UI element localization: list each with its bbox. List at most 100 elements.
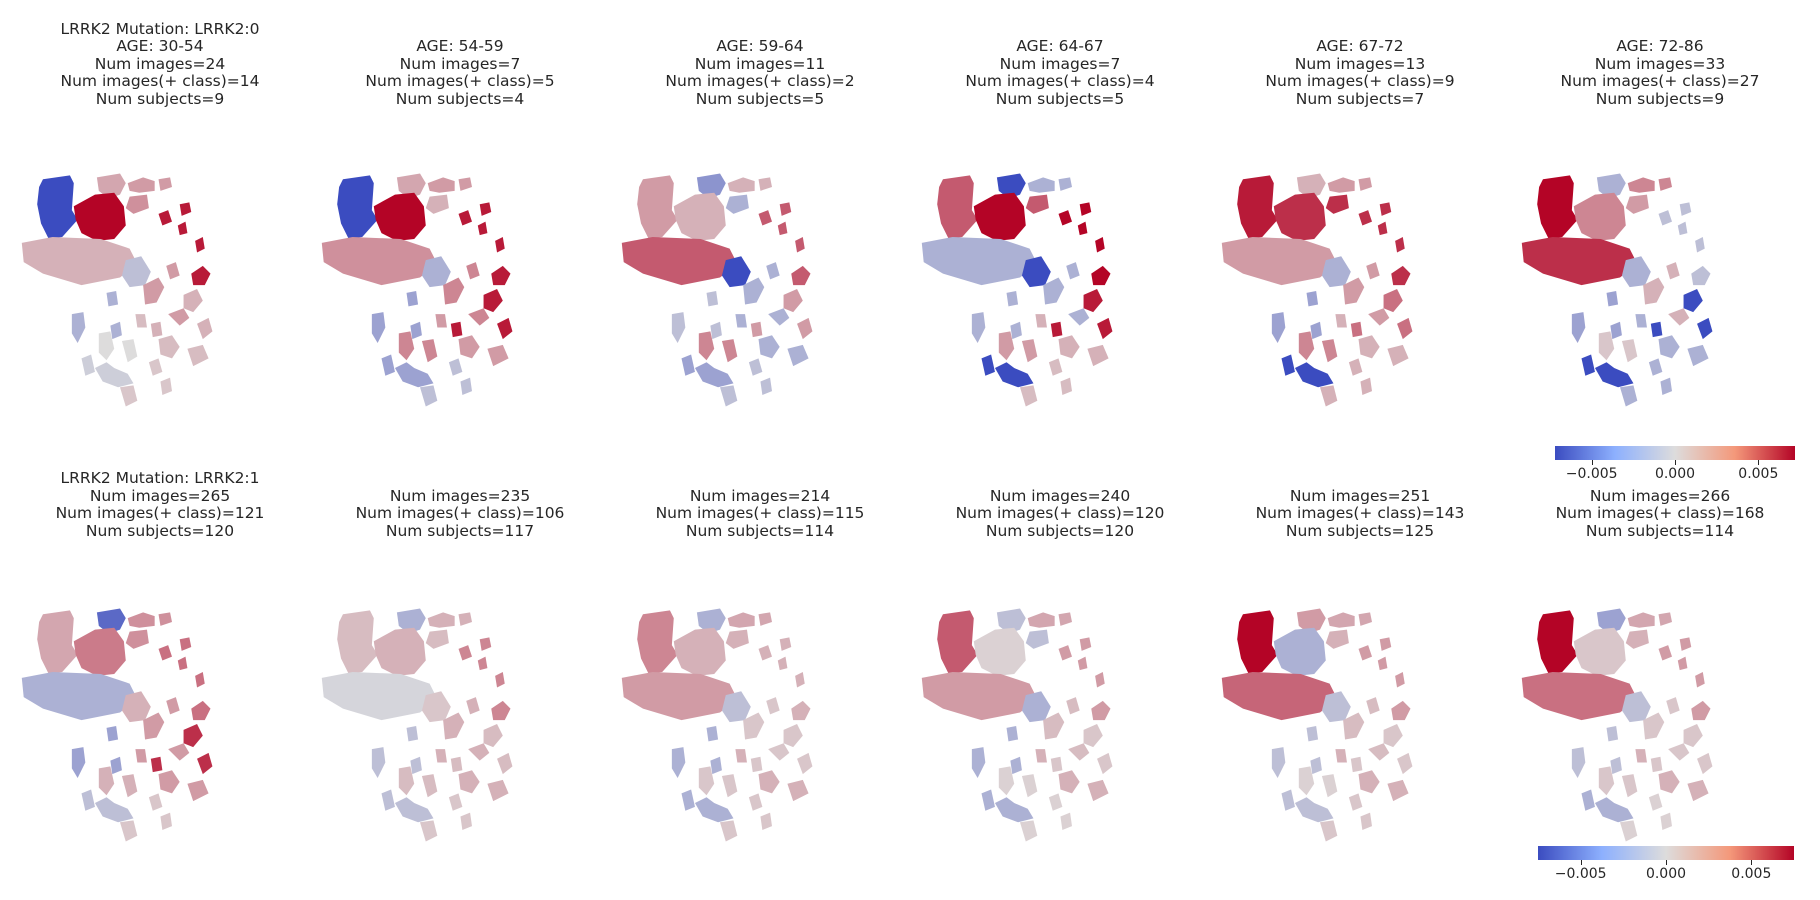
- brain-region: [1050, 724, 1113, 775]
- brain-region: [96, 608, 126, 634]
- brain-region: [1050, 289, 1113, 340]
- brain-slice-map: [1221, 173, 1413, 407]
- panel-title: AGE: 72-86 Num images=33 Num images(+ clas…: [1510, 37, 1810, 108]
- brain-slice-map: [21, 173, 213, 407]
- brain-region: [1625, 629, 1649, 649]
- brain-region: [127, 177, 172, 193]
- brain-region: [1596, 608, 1626, 634]
- brain-region: [1343, 697, 1390, 761]
- brain-region: [637, 610, 678, 674]
- brain-region: [1325, 629, 1349, 649]
- brain-region: [37, 175, 78, 239]
- brain-region: [1598, 766, 1638, 798]
- title-line: Num images=240: [989, 486, 1131, 505]
- brain-region: [1320, 358, 1372, 407]
- brain-region: [1625, 194, 1649, 214]
- brain-region: [1020, 793, 1072, 842]
- brain-region: [1635, 314, 1709, 367]
- title-line: Num images=214: [689, 486, 831, 505]
- brain-region: [1058, 202, 1111, 286]
- brain-region: [727, 177, 772, 193]
- colorbar-tick-mark: [1751, 860, 1753, 865]
- title-line: AGE: 59-64: [716, 37, 804, 55]
- brain-region: [1521, 672, 1638, 721]
- title-line: Num subjects=120: [85, 521, 235, 540]
- brain-slice-map: [321, 173, 513, 407]
- panel-title: AGE: 59-64 Num images=11 Num images(+ clas…: [610, 37, 910, 108]
- brain-region: [671, 290, 722, 343]
- brain-region: [1350, 289, 1413, 340]
- brain-region: [381, 354, 434, 388]
- title-line: Num subjects=125: [1285, 521, 1435, 540]
- brain-region: [621, 672, 738, 721]
- brain-region: [1521, 237, 1638, 286]
- title-line: Num images(+ class)=120: [955, 504, 1165, 522]
- brain-region: [158, 637, 211, 721]
- title-line: Num subjects=5: [695, 89, 825, 108]
- brain-region: [421, 256, 451, 288]
- brain-region: [727, 612, 772, 628]
- title-line: Num subjects=114: [685, 521, 835, 540]
- brain-region: [1221, 672, 1338, 721]
- colorbar-tick-mark: [1675, 460, 1676, 465]
- brain-region: [127, 612, 172, 628]
- brain-region: [96, 173, 126, 199]
- brain-region: [81, 354, 134, 388]
- brain-region: [321, 237, 438, 286]
- title-line: Num images(+ class)=168: [1555, 504, 1765, 522]
- brain-region: [150, 289, 213, 340]
- brain-region: [937, 175, 978, 239]
- brain-region: [427, 612, 472, 628]
- colorbar-tick-mark: [1580, 860, 1582, 865]
- brain-region: [143, 697, 190, 761]
- brain-region: [1537, 610, 1578, 674]
- brain-region: [1271, 725, 1322, 778]
- brain-region: [720, 358, 772, 407]
- title-line: AGE: 30-54: [116, 37, 204, 55]
- brain-region: [671, 725, 722, 778]
- brain-region: [420, 793, 472, 842]
- brain-slice-map: [1221, 608, 1413, 842]
- brain-region: [720, 793, 772, 842]
- panel-title: Num images=240 Num images(+ class)=120 Num…: [910, 486, 1210, 541]
- title-line: Num images=251: [1289, 486, 1431, 505]
- brain-slice-map: [921, 608, 1113, 842]
- title-line: Num images=7: [999, 54, 1121, 73]
- brain-region: [1573, 192, 1626, 241]
- colorbar-ticks: −0.005 0.000 0.005: [1555, 460, 1795, 486]
- brain-region: [743, 697, 790, 761]
- brain-region: [637, 175, 678, 239]
- brain-region: [725, 629, 749, 649]
- brain-region: [337, 175, 378, 239]
- brain-region: [1573, 627, 1626, 676]
- brain-region: [1035, 749, 1109, 802]
- title-line: Num images(+ class)=106: [355, 504, 565, 522]
- brain-region: [621, 237, 738, 286]
- colorbar-tick-label: 0.000: [1654, 466, 1696, 482]
- brain-region: [696, 608, 726, 634]
- brain-region: [398, 766, 438, 798]
- brain-region: [125, 194, 149, 214]
- panel-title: AGE: 64-67 Num images=7 Num images(+ class…: [910, 37, 1210, 108]
- brain-region: [1327, 612, 1372, 628]
- colorbar: [1555, 446, 1795, 460]
- brain-region: [1658, 202, 1711, 286]
- brain-region: [758, 202, 811, 286]
- brain-region: [443, 262, 490, 326]
- brain-region: [443, 697, 490, 761]
- brain-region: [1358, 637, 1411, 721]
- brain-region: [1021, 691, 1051, 723]
- brain-region: [996, 173, 1026, 199]
- brain-region: [973, 627, 1026, 676]
- brain-region: [1643, 697, 1690, 761]
- brain-slice-map: [21, 608, 213, 842]
- title-line: Num subjects=5: [995, 89, 1125, 108]
- brain-region: [1325, 194, 1349, 214]
- brain-region: [1621, 256, 1651, 288]
- brain-region: [1281, 789, 1334, 823]
- brain-region: [373, 192, 426, 241]
- title-line: Num subjects=120: [985, 521, 1135, 540]
- title-line: Num subjects=7: [1295, 89, 1425, 108]
- colorbar-tick-mark: [1591, 460, 1593, 465]
- title-line: Num subjects=117: [385, 521, 535, 540]
